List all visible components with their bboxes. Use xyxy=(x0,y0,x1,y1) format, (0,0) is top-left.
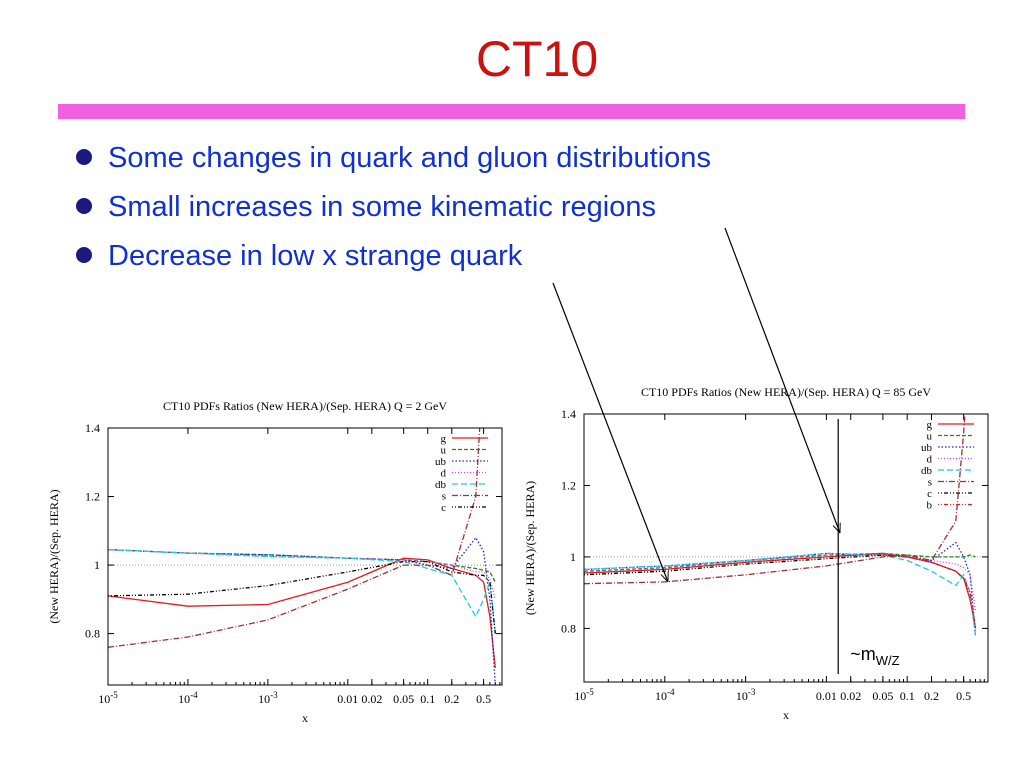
bullet-text: Decrease in low x strange quark xyxy=(108,240,523,272)
x-tick-label: 10-5 xyxy=(574,687,594,703)
x-tick-label: 10-3 xyxy=(736,687,756,703)
x-tick-label: 0.01 xyxy=(337,692,358,706)
x-tick-label: 0.1 xyxy=(420,692,435,706)
x-tick-label: 0.5 xyxy=(476,692,491,706)
y-tick-label: 0.8 xyxy=(561,621,576,635)
y-tick-label: 1 xyxy=(94,558,100,572)
y-tick-label: 1 xyxy=(570,550,576,564)
series-line xyxy=(584,414,966,585)
x-tick-label: 10-3 xyxy=(258,690,278,706)
x-tick-label: 0.02 xyxy=(840,689,861,703)
legend-label: u xyxy=(927,431,933,443)
curves xyxy=(584,414,977,636)
bullet-dot xyxy=(76,198,92,214)
slide-title: CT10 xyxy=(476,31,598,87)
x-tick-label: 10-4 xyxy=(655,687,675,703)
bullet-dot xyxy=(76,247,92,263)
bullet-dot xyxy=(76,149,92,165)
x-tick-label: 0.05 xyxy=(872,689,893,703)
legend-label: ub xyxy=(435,456,447,468)
chart-title: CT10 PDFs Ratios (New HERA)/(Sep. HERA) … xyxy=(163,399,447,413)
annotation: ~mW/Z xyxy=(850,644,899,668)
arrow xyxy=(724,227,840,533)
series-line xyxy=(584,552,976,572)
series-line xyxy=(108,557,496,668)
curves xyxy=(108,428,496,685)
legend-label: d xyxy=(441,468,447,480)
legend-label: b xyxy=(927,500,933,512)
chart-title: CT10 PDFs Ratios (New HERA)/(Sep. HERA) … xyxy=(641,385,931,399)
plot: CT10 PDFs Ratios (New HERA)/(Sep. HERA) … xyxy=(523,385,989,722)
series-line xyxy=(108,548,496,634)
legend-label: db xyxy=(921,465,933,477)
plot-frame xyxy=(107,427,503,686)
legend-label: s xyxy=(928,477,932,489)
x-tick-label: 0.5 xyxy=(956,689,971,703)
legend-label: g xyxy=(927,419,933,431)
series-line xyxy=(108,560,496,634)
plot: CT10 PDFs Ratios (New HERA)/(Sep. HERA) … xyxy=(47,399,503,725)
arrow xyxy=(552,282,668,582)
x-tick-label: 10-4 xyxy=(178,690,198,706)
title-bar xyxy=(58,104,965,119)
legend-label: ub xyxy=(921,442,933,454)
x-tick-label: 0.02 xyxy=(361,692,382,706)
y-tick-label: 1.2 xyxy=(561,478,576,492)
x-axis-label: x xyxy=(302,711,308,725)
series-line xyxy=(108,536,496,685)
y-tick-label: 1.2 xyxy=(85,490,100,504)
x-tick-label: 0.2 xyxy=(924,689,939,703)
bullet-text: Small increases in some kinematic region… xyxy=(108,191,656,223)
series-line xyxy=(108,428,481,648)
y-tick-label: 0.8 xyxy=(85,627,100,641)
plot-frame xyxy=(583,413,989,683)
x-tick-label: 0.2 xyxy=(444,692,459,706)
y-tick-label: 1.4 xyxy=(85,421,100,435)
legend-label: db xyxy=(435,479,447,491)
x-tick-label: 0.01 xyxy=(816,689,837,703)
legend-label: d xyxy=(927,454,933,466)
y-axis-label: (New HERA)/(Sep. HERA) xyxy=(523,481,537,615)
legend-label: g xyxy=(441,433,447,445)
x-tick-label: 0.05 xyxy=(393,692,414,706)
legend-label: s xyxy=(442,491,446,503)
legend-label: c xyxy=(441,502,446,514)
y-tick-label: 1.4 xyxy=(561,407,576,421)
charts: CT10 PDFs Ratios (New HERA)/(Sep. HERA) … xyxy=(47,385,989,725)
x-axis-label: x xyxy=(783,708,789,722)
legend-label: u xyxy=(441,445,447,457)
series-line xyxy=(584,554,977,629)
y-axis-label: (New HERA)/(Sep. HERA) xyxy=(47,489,61,623)
x-tick-label: 10-5 xyxy=(98,690,118,706)
bullet-text: Some changes in quark and gluon distribu… xyxy=(108,142,711,174)
series-line xyxy=(584,553,977,629)
series-line xyxy=(584,552,977,636)
x-tick-label: 0.1 xyxy=(900,689,915,703)
legend-label: c xyxy=(927,488,932,500)
